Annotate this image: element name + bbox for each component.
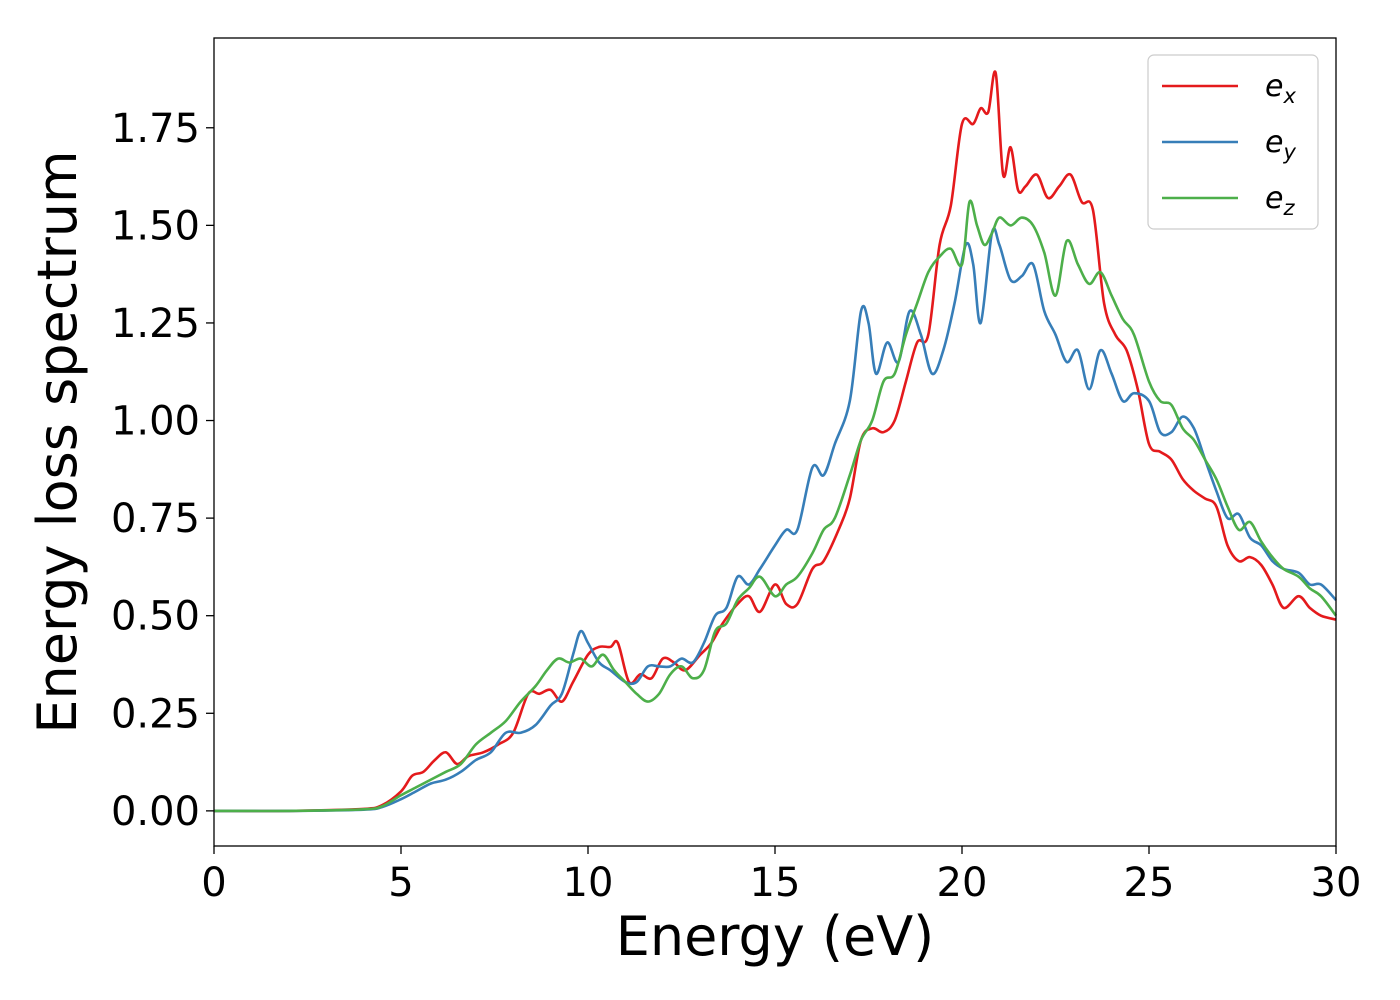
x-tick-label: 5 — [388, 860, 413, 906]
x-tick-label: 20 — [937, 860, 988, 906]
y-tick-label: 1.25 — [111, 301, 200, 347]
series-line-z — [213, 199, 1338, 813]
y-tick-label: 0.50 — [111, 594, 200, 640]
x-axis-title: Energy (eV) — [616, 905, 935, 968]
y-tick-label: 1.75 — [111, 106, 200, 152]
x-axis-ticks: 0 5 10 15 20 25 30 — [201, 846, 1361, 906]
x-tick-label: 30 — [1311, 860, 1362, 906]
x-tick-label: 10 — [563, 860, 614, 906]
y-tick-label: 0.75 — [111, 496, 200, 542]
x-tick-label: 15 — [750, 860, 801, 906]
series-line-y — [213, 227, 1337, 813]
y-tick-label: 0.00 — [111, 789, 200, 835]
y-tick-label: 0.25 — [111, 691, 200, 737]
y-tick-label: 1.00 — [111, 399, 200, 445]
y-axis-title: Energy loss spectrum — [26, 150, 89, 733]
x-tick-label: 25 — [1124, 860, 1175, 906]
y-tick-label: 1.50 — [111, 203, 200, 249]
y-axis-ticks: 0.00 0.25 0.50 0.75 1.00 1.25 1.50 1.75 — [111, 106, 214, 835]
x-tick-label: 0 — [201, 860, 226, 906]
series-layer — [213, 70, 1338, 813]
